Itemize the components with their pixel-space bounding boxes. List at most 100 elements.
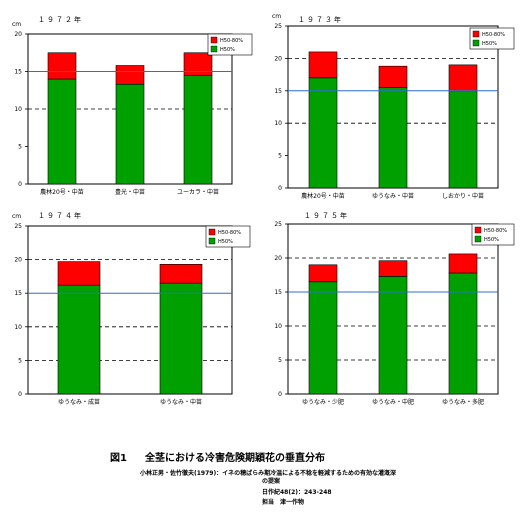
y-tick-label: 20 [14,257,22,264]
bar-lower-segment [57,284,101,395]
source-line-3: 日作紀48(2)：243-248 [262,489,332,496]
y-tick-label: 25 [274,23,282,30]
legend-box [469,27,515,50]
legend-label: H50-80% [484,228,507,234]
y-tick-label: 15 [274,289,282,296]
legend-swatch [208,237,216,245]
legend: H50-80% H50% [469,27,515,50]
bar-lower-segment [308,77,338,189]
y-tick-label: 10 [274,323,282,330]
source-line-1: 小林正男・佐竹徹夫(1979)：イネの穂ばらみ期冷温による不稔を軽減するための有… [140,470,397,477]
bar-upper-segment [448,253,478,274]
y-tick-label: 5 [278,153,282,160]
y-axis-label: cm [12,213,21,220]
chart-title: １９７２年 [38,15,83,24]
legend-box [471,223,515,246]
y-tick-label: 5 [18,144,22,151]
plot-frame [27,225,233,395]
bar-lower-segment [448,90,478,189]
figure-number: 図1 [110,453,127,464]
legend-label: H50-80% [220,38,243,44]
category-label: 農林20号・中苗 [301,192,345,200]
legend-label: H50% [484,237,499,243]
bar-upper-segment [57,261,101,286]
legend-label: H50-80% [218,230,241,236]
y-tick-label: 0 [278,185,282,192]
legend-label: H50% [220,47,235,53]
bar-lower-segment [448,272,478,395]
legend-label: H50% [218,239,233,245]
legend: H50-80% H50% [205,225,251,248]
bar-lower-segment [308,281,338,395]
legend-box [207,33,253,56]
category-label: 農林20号・中苗 [40,188,84,196]
y-tick-label: 25 [274,221,282,228]
source-line-2: の提案 [262,478,281,485]
legend: H50-80% H50% [471,223,515,246]
bar-upper-segment [378,260,408,277]
chart-title: １９７５年 [304,211,349,220]
legend-label: H50-80% [482,32,505,38]
bar-upper-segment [448,64,478,92]
bar-upper-segment [159,264,203,284]
chart-title: １９７３年 [298,15,343,24]
legend-swatch [472,30,480,38]
bar-lower-segment [378,87,408,189]
y-tick-label: 20 [14,31,22,38]
legend-swatch [474,235,482,243]
y-tick-label: 15 [14,290,22,297]
figure-title: 全茎における冷害危険期穎花の垂直分布 [144,453,325,464]
bar-lower-segment [183,74,213,185]
bar-upper-segment [183,52,213,76]
bar-upper-segment [378,65,408,88]
chart-1973: １９７３年 cm 0 5 10 15 20 25 農林20号・中苗 ゆうなみ・中苗 しおかり・中苗 H… [258,13,523,210]
y-tick-label: 20 [274,55,282,62]
chart-title: １９７４年 [38,211,83,220]
chart-svg: １９７２年 cm 0 5 10 15 20 農林20号・中苗 豊光・中苗 ユーカラ・中苗 H50-8… [12,15,253,196]
y-tick-label: 20 [274,255,282,262]
y-tick-label: 15 [14,69,22,76]
y-tick-label: 10 [14,106,22,113]
bar-lower-segment [378,276,408,395]
category-label: ゆうなみ・成苗 [58,398,100,406]
category-label: ゆうなみ・多肥 [442,398,484,406]
legend-box [205,225,251,248]
category-label: ゆうなみ・中肥 [372,398,414,406]
chart-1972: １９７２年 cm 0 5 10 15 20 農林20号・中苗 豊光・中苗 ユーカラ・中苗 H50-8… [0,14,260,210]
category-label: ユーカラ・中苗 [177,188,219,196]
legend-swatch [472,39,480,47]
bar-upper-segment [308,264,338,283]
legend-label: H50% [482,41,497,47]
bar-lower-segment [47,78,77,185]
category-label: しおかり・中苗 [442,192,484,200]
y-axis-label: cm [12,21,21,28]
y-tick-label: 0 [18,181,22,188]
bar-lower-segment [159,282,203,395]
bar-upper-segment [308,51,338,79]
y-tick-label: 0 [278,391,282,398]
figure-caption: 図1 全茎における冷害危険期穎花の垂直分布 [110,449,325,464]
bar-lower-segment [115,83,145,185]
legend-swatch [208,228,216,236]
y-tick-label: 0 [18,391,22,398]
y-tick-label: 10 [274,120,282,127]
y-tick-label: 5 [18,357,22,364]
category-label: ゆうなみ・中苗 [372,192,414,200]
legend-swatch [210,45,218,53]
chart-svg: １９７５年 0 5 10 15 20 25 ゆうなみ・少肥 ゆうなみ・中肥 ゆうなみ・多肥 H50-… [274,211,515,406]
y-tick-label: 10 [14,324,22,331]
y-tick-label: 25 [14,223,22,230]
bar-upper-segment [47,52,77,80]
source-line-4: 担当 津一作物 [262,499,305,506]
y-tick-label: 15 [274,88,282,95]
y-axis-label: cm [272,13,281,20]
chart-1974: １９７４年 cm 0 5 10 15 20 25 ゆうなみ・成苗 ゆうなみ・中苗 H50-80% H5… [0,210,260,410]
legend-swatch [474,226,482,234]
bar-upper-segment [115,65,145,85]
chart-1975: １９７５年 0 5 10 15 20 25 ゆうなみ・少肥 ゆうなみ・中肥 ゆうなみ・多肥 H50-… [258,210,523,410]
category-label: ゆうなみ・少肥 [302,399,344,406]
y-tick-label: 5 [278,357,282,364]
legend-swatch [210,36,218,44]
category-label: ゆうなみ・中苗 [160,398,202,406]
